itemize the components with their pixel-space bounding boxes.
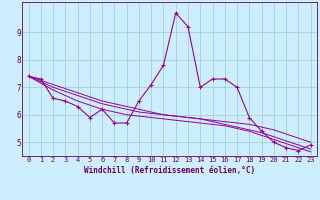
X-axis label: Windchill (Refroidissement éolien,°C): Windchill (Refroidissement éolien,°C) [84,166,255,175]
